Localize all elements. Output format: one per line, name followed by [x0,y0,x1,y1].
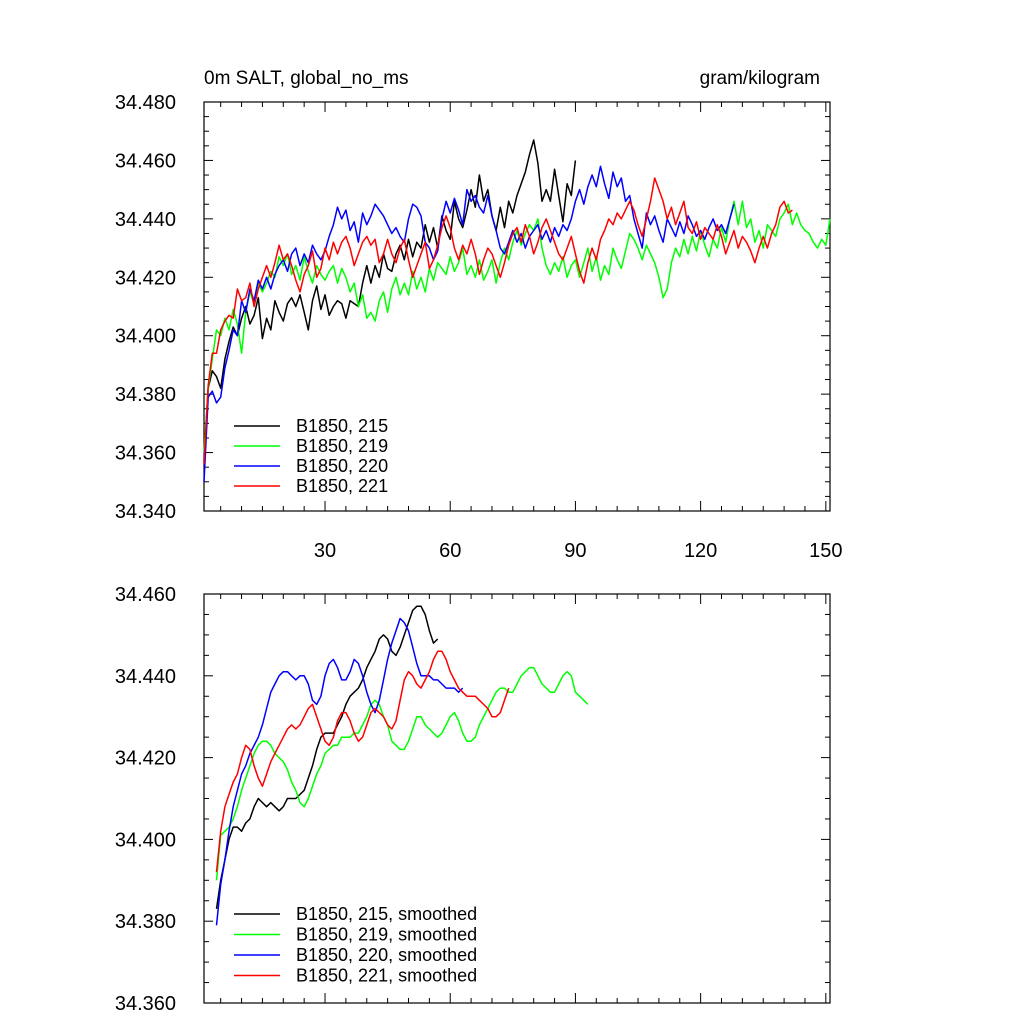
series-line [215,666,589,881]
x-tick-label: 30 [314,540,336,562]
x-tick-label: 60 [439,540,461,562]
legend-label: B1850, 220, smoothed [296,945,477,965]
series-line [203,200,831,453]
y-tick-label: 34.400 [115,829,176,851]
y-tick-label: 34.340 [115,501,176,523]
legend-label: B1850, 221 [296,476,388,496]
y-tick-label: 34.380 [115,384,176,406]
y-tick-label: 34.440 [115,666,176,688]
legend-label: B1850, 219 [296,436,388,456]
x-tick-label: 90 [564,540,586,562]
y-tick-label: 34.380 [115,911,176,933]
y-tick-label: 34.420 [115,267,176,289]
legend-label: B1850, 220 [296,456,388,476]
series-line [215,605,439,910]
top-panel: 0m SALT, global_no_ms gram/kilogram 34.3… [115,68,843,562]
units-label: gram/kilogram [700,68,820,89]
legend-label: B1850, 219, smoothed [296,925,477,945]
legend-label: B1850, 215 [296,416,388,436]
series-line [203,165,735,482]
legend-label: B1850, 215, smoothed [296,904,477,924]
series-line [203,139,577,462]
series-line [203,177,793,465]
y-tick-label: 34.360 [115,993,176,1015]
y-tick-label: 34.480 [115,92,176,114]
y-tick-label: 34.460 [115,150,176,172]
x-tick-label: 150 [809,540,842,562]
y-tick-label: 34.420 [115,748,176,770]
y-tick-label: 34.360 [115,443,176,465]
series-line [215,617,464,926]
y-tick-label: 34.460 [115,584,176,606]
chart-title: 0m SALT, global_no_ms [204,68,409,89]
series-line [215,650,510,873]
y-tick-label: 34.400 [115,326,176,348]
bottom-panel: 34.360 34.380 34.400 34.420 34.440 34.460 B185… [115,584,831,1015]
x-tick-label: 120 [684,540,717,562]
y-tick-label: 34.440 [115,209,176,231]
legend-label: B1850, 221, smoothed [296,966,477,986]
